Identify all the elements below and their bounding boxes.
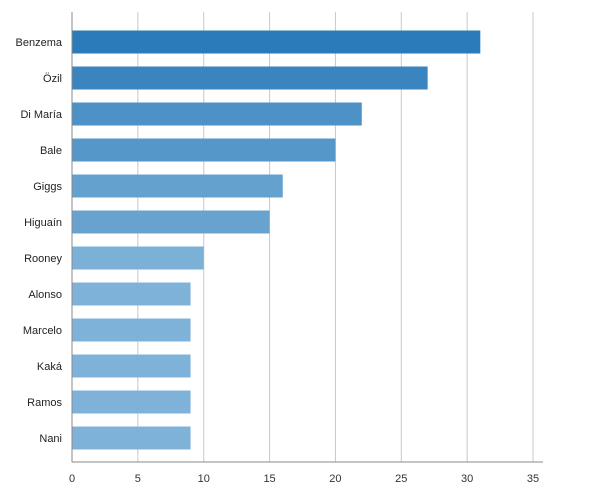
bar-6 bbox=[72, 246, 204, 270]
bar-4 bbox=[72, 174, 283, 198]
category-label: Nani bbox=[39, 433, 62, 445]
x-tick-labels: 0 5 10 15 20 25 30 35 bbox=[69, 473, 539, 485]
bar-0 bbox=[72, 30, 481, 54]
bar-10 bbox=[72, 390, 191, 414]
category-label: Kaká bbox=[37, 361, 63, 373]
bar-8 bbox=[72, 318, 191, 342]
category-label: Giggs bbox=[33, 181, 62, 193]
category-label: Di María bbox=[20, 109, 62, 121]
category-label: Marcelo bbox=[23, 325, 62, 337]
category-label: Özil bbox=[43, 73, 62, 85]
bar-7 bbox=[72, 282, 191, 306]
category-labels: Benzema Özil Di María Bale Giggs Higuaín Roone… bbox=[16, 37, 63, 445]
category-label: Higuaín bbox=[24, 217, 62, 229]
bar-3 bbox=[72, 138, 336, 162]
x-tick-label: 15 bbox=[263, 473, 275, 485]
x-tick-label: 10 bbox=[198, 473, 210, 485]
category-label: Bale bbox=[40, 145, 62, 157]
bar-11 bbox=[72, 426, 191, 450]
x-tick-label: 30 bbox=[461, 473, 473, 485]
x-tick-label: 0 bbox=[69, 473, 75, 485]
x-tick-label: 20 bbox=[329, 473, 341, 485]
x-tick-label: 35 bbox=[527, 473, 539, 485]
bar-9 bbox=[72, 354, 191, 378]
category-label: Benzema bbox=[16, 37, 63, 49]
bar-2 bbox=[72, 102, 362, 126]
x-tick-label: 5 bbox=[135, 473, 141, 485]
category-label: Alonso bbox=[28, 289, 62, 301]
x-tick-label: 25 bbox=[395, 473, 407, 485]
bar-1 bbox=[72, 66, 428, 90]
bars bbox=[72, 30, 481, 450]
category-label: Rooney bbox=[24, 253, 62, 265]
category-label: Ramos bbox=[27, 397, 62, 409]
bar-5 bbox=[72, 210, 270, 234]
